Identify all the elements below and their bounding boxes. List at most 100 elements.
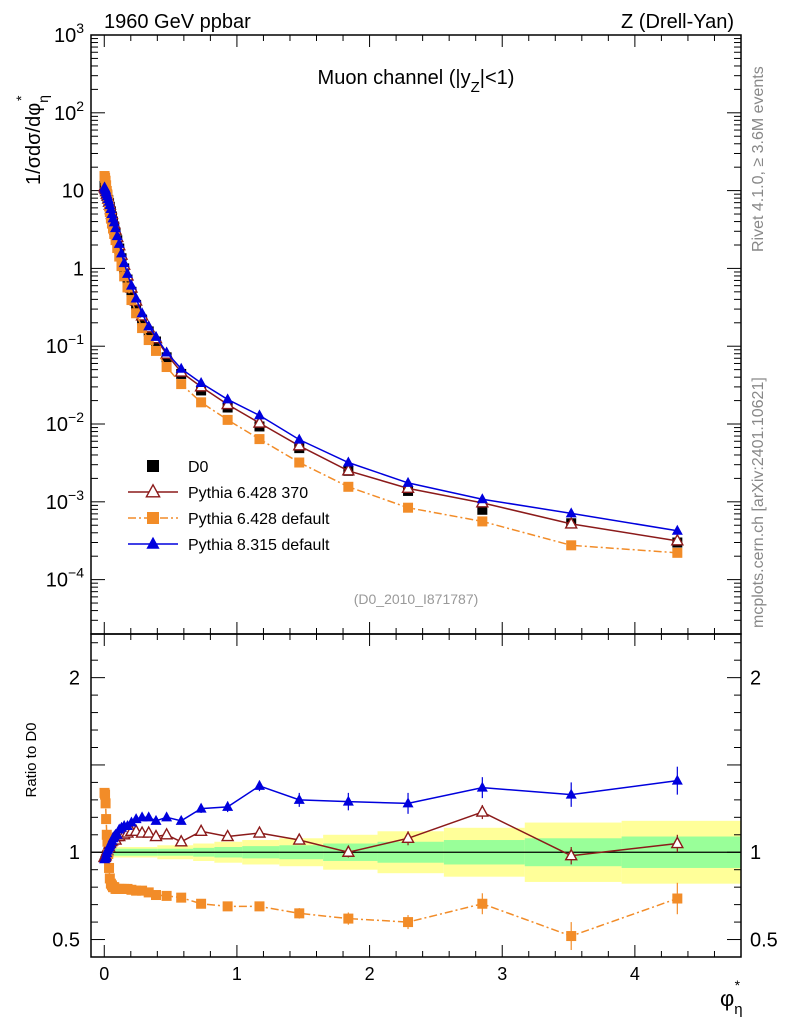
y-tick-label-ratio: 1 — [69, 842, 80, 864]
ratio-point — [159, 827, 174, 840]
x-axis-label: φη* — [720, 977, 743, 1018]
series-point — [161, 362, 172, 373]
series-point — [476, 493, 488, 504]
ratio-point — [293, 793, 305, 804]
legend-label: Pythia 6.428 default — [188, 511, 330, 528]
ratio-point — [175, 814, 187, 825]
series-point — [672, 547, 683, 558]
ratio-point — [161, 811, 173, 822]
x-tick-label: 4 — [630, 964, 640, 984]
plot-title-sub: Z — [471, 79, 480, 96]
legend-item-2: Pythia 6.428 default — [128, 511, 330, 528]
header-process: Z (Drell-Yan) — [621, 11, 734, 33]
series-point — [477, 516, 488, 527]
ratio-point — [174, 834, 188, 847]
series-3 — [99, 181, 683, 535]
series-point — [343, 481, 354, 492]
ratio-point — [343, 913, 354, 924]
ratio-point — [341, 844, 356, 857]
ratio-point — [143, 887, 154, 898]
series-point — [110, 222, 122, 233]
series-point — [670, 533, 685, 546]
header-energy: 1960 GeV ppbar — [104, 11, 251, 33]
y-axis-label-main: 1/σdσ/dφη* — [13, 95, 51, 185]
ratio-point — [672, 893, 683, 904]
ratio-point — [564, 848, 578, 861]
ratio-point — [194, 823, 208, 836]
ratio-point — [254, 901, 265, 912]
x-tick-label: 0 — [99, 964, 109, 984]
series-point — [112, 242, 123, 253]
legend-marker — [146, 536, 160, 549]
ratio-panel: 0 1 2 3 4 0.5 0.5 1 1 2 2 — [52, 633, 778, 984]
series-point — [161, 346, 173, 357]
ratio-point — [566, 931, 577, 942]
ratio-point — [565, 788, 577, 799]
legend-marker — [145, 483, 161, 498]
plot-title: Muon channel (|yZ|<1) — [318, 67, 515, 96]
series-line — [103, 187, 678, 532]
ratio-point — [403, 917, 414, 928]
ratio-point — [252, 825, 267, 838]
y-tick-label-main: 10−3 — [46, 487, 84, 514]
ratio-point — [222, 800, 234, 811]
series-point — [143, 320, 155, 331]
ratio-point — [151, 890, 161, 901]
series-point — [126, 295, 137, 306]
legend-label: Pythia 6.428 370 — [188, 485, 308, 502]
series-point — [671, 524, 683, 535]
legend-marker — [147, 512, 159, 524]
analysis-id: (D0_2010_I871787) — [354, 591, 479, 607]
series-point — [130, 292, 142, 303]
series-point — [116, 247, 128, 258]
series-point — [151, 345, 161, 356]
ratio-point — [476, 781, 488, 792]
series-point — [109, 228, 120, 239]
ratio-point — [477, 898, 488, 909]
ratio-point — [292, 832, 306, 845]
series-point — [342, 456, 354, 467]
series-point — [253, 409, 265, 420]
series-point — [175, 362, 187, 373]
series-point — [108, 216, 120, 227]
series-point — [105, 203, 117, 214]
series-2 — [99, 171, 683, 558]
ratio-point — [131, 885, 142, 896]
ratio-point — [104, 873, 115, 884]
ratio-point — [195, 802, 207, 813]
series-point — [565, 507, 577, 518]
ratio-point — [220, 829, 235, 842]
series-point — [477, 504, 488, 515]
series-point — [252, 415, 267, 428]
y-tick-label-main: 103 — [54, 20, 84, 47]
ratio-point — [137, 885, 148, 896]
series-point — [293, 433, 305, 444]
series-point — [121, 267, 133, 278]
y-tick-label-ratio: 2 — [69, 668, 80, 690]
ratio-point — [671, 774, 683, 785]
series-point — [176, 379, 187, 390]
x-tick-label: 2 — [365, 964, 375, 984]
ratio-point — [176, 892, 187, 903]
y-tick-label-main: 102 — [54, 98, 84, 125]
series-0 — [99, 180, 683, 548]
ratio-point — [101, 829, 112, 840]
series-point — [118, 257, 130, 268]
series-point — [136, 307, 148, 318]
ratio-point — [253, 779, 265, 790]
series-point — [222, 414, 233, 425]
legend-item-1: Pythia 6.428 370 — [128, 483, 308, 502]
y-axis-label-ratio: Ratio to D0 — [23, 722, 40, 797]
series-point — [195, 376, 207, 387]
ratio-point — [149, 829, 163, 842]
ratio-series-1 — [99, 787, 683, 951]
series-point — [402, 476, 414, 487]
y-tick-label-ratio-right: 1 — [750, 842, 761, 864]
ratio-point — [196, 898, 207, 909]
plot-title-text: Muon channel (|y — [318, 67, 471, 89]
ratio-point — [294, 908, 305, 919]
ratio-point — [342, 795, 354, 806]
series-point — [401, 480, 415, 494]
ratio-point — [150, 814, 162, 825]
ratio-point — [111, 828, 123, 839]
